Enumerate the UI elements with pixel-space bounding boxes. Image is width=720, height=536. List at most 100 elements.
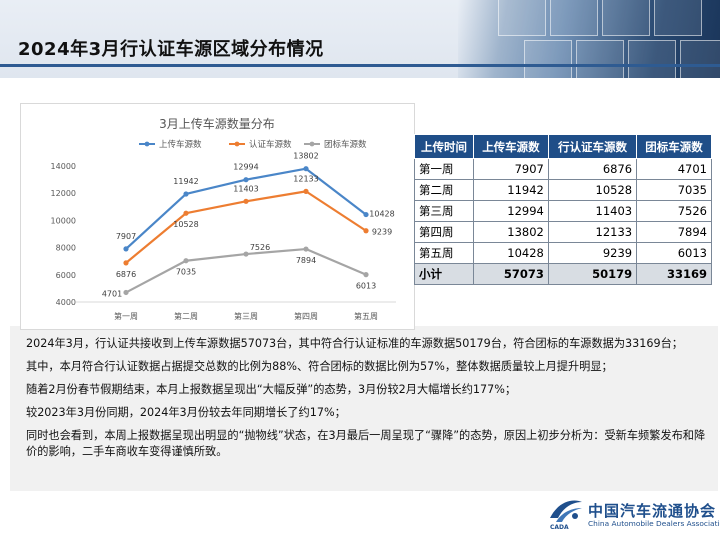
data-label: 7035 [176, 268, 196, 277]
table-cell-total: 57073 [473, 263, 549, 285]
data-label: 7526 [250, 243, 270, 252]
data-label: 6013 [356, 282, 376, 291]
title-bar [0, 30, 720, 67]
summary-panel [10, 326, 718, 491]
table-row: 第五周 10428 9239 6013 [414, 242, 712, 264]
data-label: 7894 [296, 256, 316, 265]
summary-paragraph: 2024年3月，行认证共接收到上传车源数据57073台，其中符合行认证标准的车源… [26, 337, 683, 350]
x-tick-label: 第一周 [114, 311, 138, 321]
table-cell: 12994 [473, 200, 549, 222]
data-point [243, 198, 249, 204]
logo-abbr: CADA [550, 524, 569, 531]
data-point [123, 289, 129, 296]
table-cell: 12133 [547, 221, 638, 243]
data-label: 7907 [116, 232, 136, 241]
legend-marker [144, 141, 150, 147]
table-cell: 6876 [547, 158, 638, 180]
table-cell-week: 第二周 [414, 179, 474, 201]
y-tick-label: 8000 [56, 244, 76, 253]
data-label: 6876 [116, 270, 136, 279]
table-cell: 13802 [473, 221, 549, 243]
table-cell: 7907 [473, 158, 549, 180]
data-point [303, 188, 309, 194]
data-point [303, 166, 309, 172]
legend-marker [234, 141, 240, 147]
data-label: 11942 [173, 177, 198, 186]
table-cell: 4701 [636, 158, 712, 180]
data-label: 10428 [369, 210, 394, 219]
table-cell: 10428 [473, 242, 549, 264]
chart-title: 3月上传车源数量分布 [159, 116, 275, 131]
table-row: 第四周 13802 12133 7894 [414, 221, 712, 243]
line-chart: 3月上传车源数量分布上传车源数 认证车源数 团标车源数 4000 6000 8000 100… [20, 103, 415, 330]
table-cell-week: 第四周 [414, 221, 474, 243]
data-point [363, 228, 369, 234]
x-tick-label: 第四周 [294, 311, 318, 321]
table-cell: 6013 [636, 242, 712, 264]
data-label: 9239 [372, 228, 392, 237]
table-total-row: 小计 57073 50179 33169 [414, 263, 712, 285]
table-row: 第一周 7907 6876 4701 [414, 158, 712, 180]
data-point [123, 260, 129, 266]
data-label: 13802 [293, 152, 318, 161]
data-table: 上传时间 上传车源数 行认证车源数 团标车源数 第一周 7907 6876 47… [414, 134, 712, 285]
legend-label: 团标车源数 [324, 139, 367, 150]
x-tick-label: 第二周 [174, 311, 198, 321]
data-table-wrap: 上传时间 上传车源数 行认证车源数 团标车源数 第一周 7907 6876 47… [414, 134, 714, 285]
table-cell: 7526 [636, 200, 712, 222]
summary-paragraph: 随着2月份春节假期结束，本月上报数据呈现出“大幅反弹”的态势，3月份较2月大幅增… [26, 383, 517, 396]
table-header-row: 上传时间 上传车源数 行认证车源数 团标车源数 [414, 134, 712, 159]
data-point [183, 258, 189, 264]
x-tick-label: 第五周 [354, 311, 378, 321]
table-cell: 7035 [636, 179, 712, 201]
table-header-cell: 上传车源数 [473, 134, 549, 159]
data-point [243, 177, 249, 183]
data-point [363, 272, 369, 278]
table-cell-week: 第三周 [414, 200, 474, 222]
association-logo: CADA 中国汽车流通协会 China Automobile Dealers A… [548, 492, 720, 536]
header-photo [458, 0, 720, 82]
table-row: 第三周 12994 11403 7526 [414, 200, 712, 222]
table-cell: 11942 [473, 179, 549, 201]
legend-label: 上传车源数 [159, 139, 202, 150]
data-point [303, 246, 309, 252]
table-cell: 7894 [636, 221, 712, 243]
data-label: 11403 [233, 184, 258, 193]
summary-paragraph: 较2023年3月份同期，2024年3月份较去年同期增长了约17%； [26, 406, 346, 419]
table-header-cell: 行认证车源数 [547, 134, 638, 159]
summary-paragraph: 其中，本月符合行认证数据占据提交总数的比例为88%、符合团标的数据比例为57%，… [26, 360, 613, 373]
page-title: 2024年3月行认证车源区域分布情况 [18, 39, 324, 60]
data-point [123, 246, 129, 252]
data-point [243, 251, 249, 257]
table-cell-week: 第一周 [414, 158, 474, 180]
table-cell-total-label: 小计 [414, 263, 474, 285]
y-tick-label: 4000 [56, 298, 76, 307]
y-tick-label: 6000 [56, 271, 76, 280]
data-point [183, 191, 189, 197]
table-header-cell: 团标车源数 [636, 134, 712, 159]
data-point [363, 211, 369, 218]
y-tick-label: 12000 [51, 189, 76, 198]
data-label: 10528 [173, 220, 198, 229]
legend-label: 认证车源数 [249, 139, 292, 150]
logo-name-cn: 中国汽车流通协会 [588, 502, 717, 520]
table-row: 第二周 11942 10528 7035 [414, 179, 712, 201]
table-cell: 11403 [547, 200, 638, 222]
data-label: 4701 [102, 289, 122, 298]
data-label: 12994 [233, 163, 258, 172]
table-cell-total: 33169 [636, 263, 712, 285]
summary-paragraph: 同时也会看到，本周上报数据呈现出明显的“抛物线”状态，在3月最后一周呈现了“骤降… [26, 429, 706, 458]
table-cell: 10528 [547, 179, 638, 201]
logo-name-en: China Automobile Dealers Association [588, 519, 720, 528]
x-tick-label: 第三周 [234, 311, 258, 321]
y-tick-label: 10000 [51, 216, 76, 225]
table-cell-total: 50179 [547, 263, 638, 285]
cada-emblem-icon [550, 500, 582, 522]
table-cell: 9239 [547, 242, 638, 264]
table-header-cell: 上传时间 [414, 134, 474, 159]
summary-text: 2024年3月，行认证共接收到上传车源数据57073台，其中符合行认证标准的车源… [26, 336, 716, 467]
data-label: 12133 [293, 174, 318, 183]
data-point [183, 210, 189, 216]
y-tick-label: 14000 [51, 162, 76, 171]
